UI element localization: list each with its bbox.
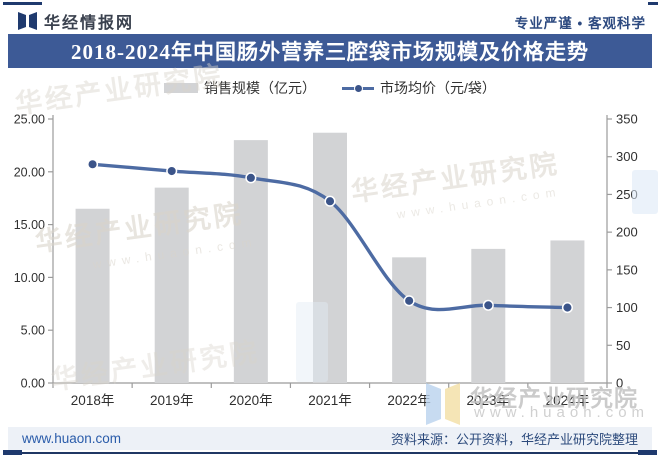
bottom-right-accent-cap: [638, 450, 657, 455]
x-axis-category-label: 2021年: [308, 393, 352, 408]
line-swatch-icon: [342, 83, 375, 93]
left-axis-tick-label: 0.00: [21, 377, 45, 391]
footer-bar: www.huaon.com 资料来源：公开资料，华经产业研究院整理: [8, 427, 652, 450]
bar-swatch-icon: [164, 83, 199, 93]
bar-2018年: [75, 208, 110, 383]
bar-2023年: [471, 248, 506, 383]
right-axis-tick-label: 100: [616, 300, 638, 315]
bottom-accent-line: [3, 452, 657, 454]
line-point-2019年: [166, 165, 178, 177]
title-banner: 2018-2024年中国肠外营养三腔袋市场规模及价格走势: [8, 34, 652, 68]
left-axis-tick-label: 15.00: [14, 218, 45, 232]
line-point-2023年: [482, 299, 494, 311]
right-axis-tick-label: 50: [616, 338, 630, 353]
legend-item-line: 市场均价（元/袋）: [342, 78, 496, 98]
line-point-2018年: [87, 158, 99, 170]
bar-2021年: [313, 132, 347, 383]
line-point-2021年: [324, 195, 336, 207]
chart-title: 2018-2024年中国肠外营养三腔袋市场规模及价格走势: [71, 40, 589, 64]
axis-labels: 0.00 5.00 10.00 15.00 20.00 25.00 0 50 100 150 200…: [14, 112, 638, 409]
x-axis-category-label: 2019年: [150, 393, 194, 408]
right-axis-tick-label: 300: [616, 149, 638, 164]
footer-website-link[interactable]: www.huaon.com: [22, 431, 122, 446]
brand-name: 华经情报网: [44, 15, 135, 32]
chart-legend: 销售规模（亿元） 市场均价（元/袋）: [0, 78, 660, 98]
top-left-accent-line: [3, 2, 42, 5]
right-axis-tick-label: 0: [616, 376, 623, 391]
chart-canvas: 0.00 5.00 10.00 15.00 20.00 25.00 0 50 100 150 200…: [14, 112, 638, 409]
left-axis-tick-label: 25.00: [14, 113, 45, 127]
bar-2019年: [154, 187, 189, 383]
legend-bar-label: 销售规模（亿元）: [204, 80, 317, 96]
right-axis-tick-label: 250: [616, 187, 638, 202]
huaon-logo-icon: [18, 12, 37, 30]
legend-item-bar: 销售规模（亿元）: [164, 78, 316, 98]
brand-tagline: 专业严谨 • 客观科学: [514, 16, 646, 31]
x-axis-category-label: 2018年: [71, 393, 115, 408]
line-point-2024年: [561, 302, 573, 314]
x-axis-category-label: 2022年: [387, 393, 431, 408]
bar-series: [75, 132, 585, 383]
bar-2022年: [392, 257, 427, 383]
legend-line-label: 市场均价（元/袋）: [380, 80, 496, 96]
line-point-2022年: [403, 295, 415, 307]
right-axis-tick-label: 350: [616, 112, 638, 127]
x-axis-category-label: 2023年: [467, 393, 511, 408]
right-axis-tick-label: 150: [616, 262, 638, 277]
top-right-accent-line: [648, 2, 658, 5]
footer-source-note: 资料来源：公开资料，华经产业研究院整理: [390, 432, 638, 447]
left-axis-tick-label: 20.00: [14, 165, 45, 179]
brand-logo: 华经情报网: [18, 9, 134, 33]
line-series: [87, 158, 573, 314]
right-axis-tick-label: 200: [616, 225, 638, 240]
bottom-left-accent-cap: [3, 450, 22, 455]
left-axis-tick-label: 10.00: [14, 271, 45, 285]
line-point-2020年: [245, 172, 257, 184]
x-axis-category-label: 2020年: [229, 393, 273, 408]
x-axis-category-label: 2024年: [546, 393, 590, 408]
left-axis-tick-label: 5.00: [21, 324, 45, 338]
